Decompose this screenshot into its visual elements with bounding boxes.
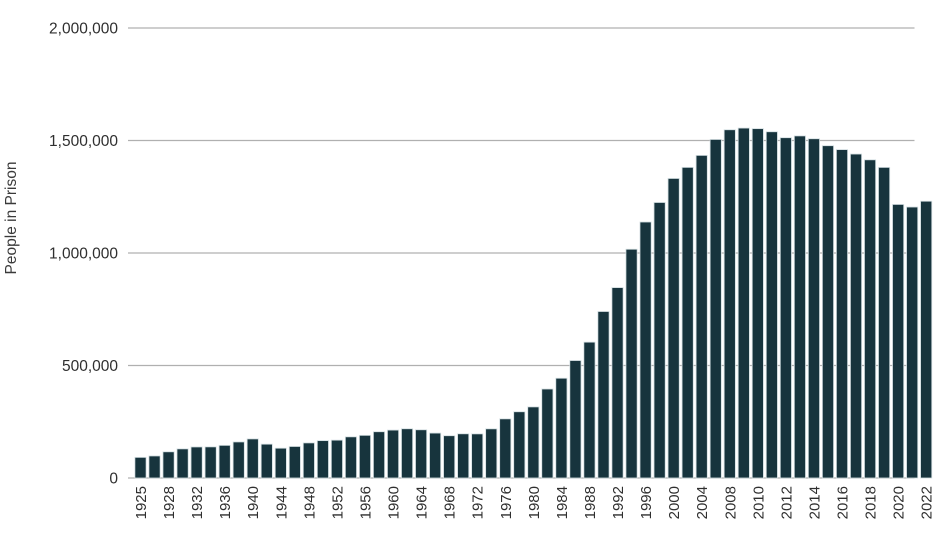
x-tick-label: 1960: [386, 486, 403, 519]
x-tick-label: 2014: [806, 486, 823, 519]
bar-2019: [878, 167, 891, 479]
bar-1986: [569, 360, 582, 479]
bar-1970: [457, 433, 470, 479]
y-tick-label: 0: [109, 471, 118, 488]
bar-1940: [246, 438, 259, 479]
bar-2000: [667, 178, 680, 479]
bars-group: [134, 127, 933, 479]
x-tick-label: 1972: [470, 486, 487, 519]
bar-1982: [541, 388, 554, 479]
y-tick-label: 2,000,000: [49, 21, 118, 38]
x-tick-label: 2004: [694, 486, 711, 519]
bar-1948: [302, 442, 315, 479]
x-tick-label: 2016: [835, 486, 852, 519]
bar-2016: [836, 149, 849, 479]
x-tick-label: 1944: [273, 486, 290, 519]
y-axis-tick-labels-group: 0 500,000 1,000,000 1,500,000 2,000,000: [49, 21, 118, 488]
x-tick-label: 2018: [863, 486, 880, 519]
x-tick-label: 1976: [498, 486, 515, 519]
bar-1968: [443, 435, 456, 479]
bar-1934: [204, 446, 217, 479]
x-tick-label: 1964: [414, 486, 431, 519]
bar-2006: [709, 139, 722, 479]
bar-1990: [597, 311, 610, 479]
bar-2014: [807, 138, 820, 479]
bar-1944: [274, 447, 287, 479]
x-tick-label: 1992: [610, 486, 627, 519]
bar-1998: [653, 202, 666, 479]
y-tick-label: 500,000: [62, 358, 118, 375]
x-tick-label: 2020: [891, 486, 908, 519]
x-tick-label: 1984: [554, 486, 571, 519]
bar-2021: [906, 206, 919, 479]
bar-1988: [583, 341, 596, 479]
x-tick-label: 1980: [526, 486, 543, 519]
bar-1962: [401, 428, 414, 479]
x-tick-label: 1996: [638, 486, 655, 519]
bar-2009: [737, 127, 750, 479]
bar-1984: [555, 377, 568, 479]
bar-2004: [695, 154, 708, 479]
bar-1996: [639, 221, 652, 479]
bar-1926: [148, 455, 161, 479]
y-tick-label: 1,500,000: [49, 133, 118, 150]
x-tick-label: 1952: [329, 486, 346, 519]
bar-1936: [218, 444, 231, 479]
bar-1950: [316, 440, 329, 479]
x-tick-label: 1956: [357, 486, 374, 519]
x-tick-label: 2022: [919, 486, 936, 519]
bar-1976: [499, 418, 512, 479]
x-tick-label: 1928: [161, 486, 178, 519]
bar-1942: [260, 443, 273, 479]
bar-2010: [751, 128, 764, 479]
x-tick-label: 2012: [778, 486, 795, 519]
x-tick-label: 2000: [666, 486, 683, 519]
bar-1956: [358, 434, 371, 479]
bar-1958: [373, 431, 386, 479]
x-tick-label: 1925: [133, 486, 150, 519]
bar-1960: [387, 429, 400, 479]
bar-1925: [134, 456, 147, 479]
x-tick-label: 2008: [722, 486, 739, 519]
bar-1972: [471, 433, 484, 479]
bar-1992: [611, 287, 624, 479]
bar-2012: [779, 137, 792, 479]
bar-2011: [765, 131, 778, 479]
bar-1928: [162, 451, 175, 479]
bar-2022: [920, 200, 933, 479]
x-tick-label: 1988: [582, 486, 599, 519]
x-axis-tick-labels-group: 1925 1928 1932 1936 1940 1944 1948 1952 1956 1960…: [133, 486, 936, 519]
bar-1930: [176, 448, 189, 479]
x-tick-label: 1948: [301, 486, 318, 519]
bar-1952: [330, 439, 343, 479]
x-tick-label: 1932: [189, 486, 206, 519]
bar-1932: [190, 446, 203, 479]
y-tick-label: 1,000,000: [49, 246, 118, 263]
bar-1946: [288, 446, 301, 479]
bar-2018: [864, 159, 877, 479]
bar-2013: [793, 135, 806, 479]
x-tick-label: 1968: [442, 486, 459, 519]
bar-2017: [850, 153, 863, 479]
bar-2015: [821, 145, 834, 479]
y-axis-title: People in Prison: [3, 162, 20, 275]
bar-1938: [232, 441, 245, 479]
bar-1978: [513, 411, 526, 479]
bar-2002: [681, 166, 694, 479]
bar-2008: [723, 129, 736, 479]
bar-2020: [892, 204, 905, 479]
bar-1980: [527, 406, 540, 479]
bar-1964: [415, 429, 428, 479]
x-tick-label: 1936: [217, 486, 234, 519]
x-tick-label: 2010: [750, 486, 767, 519]
bar-1974: [485, 428, 498, 479]
bar-1966: [429, 432, 442, 479]
bar-1954: [344, 436, 357, 479]
x-tick-label: 1940: [245, 486, 262, 519]
bar-1994: [625, 248, 638, 479]
